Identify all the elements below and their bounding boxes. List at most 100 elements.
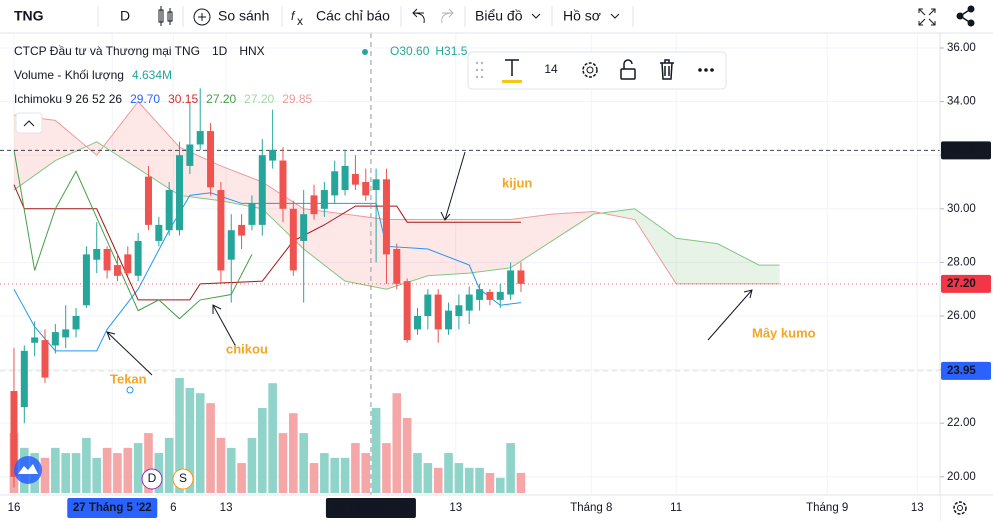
volume-bar <box>433 467 443 493</box>
fx-icon: x <box>297 14 303 28</box>
cloud-fill <box>717 243 759 284</box>
volume-bar <box>495 477 505 493</box>
candle-body <box>82 254 90 306</box>
volume-bar <box>506 443 515 493</box>
volume-bar <box>340 457 350 493</box>
volume-bar <box>257 407 267 493</box>
share-button[interactable] <box>956 5 975 27</box>
cloud-fill <box>303 208 346 282</box>
candle-body <box>310 195 318 215</box>
candle-body <box>207 131 215 188</box>
fx-icon: f <box>291 9 296 23</box>
market-status <box>362 49 368 55</box>
y-tick-label: 22.00 <box>947 417 976 429</box>
candle-body <box>134 240 142 276</box>
drawing-toolbar: 14 <box>467 51 727 90</box>
price-label-box <box>941 141 991 160</box>
volume-bar <box>71 453 81 493</box>
x-tick-label: Tháng 8 <box>570 502 612 514</box>
chart-menu[interactable]: Biểu đồ <box>475 8 541 24</box>
volume-bar <box>61 453 71 493</box>
profile-menu[interactable]: Hồ sơ <box>563 8 620 24</box>
text-color-swatch <box>502 80 522 83</box>
volume-bar <box>206 403 215 493</box>
cloud-fill <box>551 211 594 241</box>
cloud-fill <box>634 208 677 284</box>
interval-button[interactable]: D <box>120 8 130 24</box>
candle-body <box>476 289 484 300</box>
cloud-fill <box>96 101 139 169</box>
volume-bar <box>237 463 246 493</box>
candle-body <box>362 181 370 196</box>
volume-bar <box>113 453 122 493</box>
chart-menu-label: Biểu đồ <box>475 8 523 24</box>
text-color-button[interactable] <box>505 59 519 76</box>
volume-bar <box>382 443 391 493</box>
font-size-button[interactable]: 14 <box>544 62 558 76</box>
ichimoku-value: 29.85 <box>282 92 312 106</box>
candle-body <box>144 176 152 225</box>
fullscreen-button[interactable] <box>918 8 936 26</box>
drag-handle[interactable] <box>475 61 484 79</box>
symbol-name: CTCP Đầu tư và Thương mại TNG <box>14 44 200 58</box>
span-b <box>13 100 780 285</box>
price-label-box <box>941 274 991 293</box>
cloud-fill <box>427 219 470 276</box>
indicators-button[interactable]: f x Các chỉ báo <box>291 8 390 28</box>
volume-bar <box>289 413 298 493</box>
annotation: Tekan <box>110 371 147 386</box>
y-tick-label: 34.00 <box>947 96 976 108</box>
cloud-fill <box>469 219 511 274</box>
candle-body <box>41 340 49 378</box>
candle-body <box>20 350 28 408</box>
legend-interval: 1D <box>212 44 228 58</box>
settings-button[interactable] <box>582 62 598 78</box>
candle-body <box>124 254 132 274</box>
candle-body <box>455 305 463 316</box>
cloud-fill <box>758 265 780 284</box>
tenkan-line <box>13 192 522 352</box>
chikou-line <box>13 149 253 320</box>
candle-body <box>72 315 80 330</box>
y-tick-label: 36.00 <box>947 42 976 54</box>
volume-bar <box>330 457 340 493</box>
volume-bar <box>371 407 381 493</box>
compare-button[interactable]: So sánh <box>193 8 269 26</box>
candle-type-button[interactable] <box>158 6 173 26</box>
delete-button[interactable] <box>660 59 674 80</box>
cloud-fill <box>593 208 635 220</box>
candle-body <box>227 230 235 260</box>
settings-gear[interactable] <box>953 501 967 515</box>
lock-button[interactable] <box>620 59 636 80</box>
collapse-icon <box>23 120 35 127</box>
volume-bar <box>464 467 474 493</box>
candle-body <box>486 291 494 300</box>
candle-body <box>62 329 70 338</box>
candle-body <box>300 214 308 241</box>
event-marker[interactable] <box>141 468 163 490</box>
symbol[interactable]: TNG <box>14 8 44 24</box>
candle-body <box>196 131 204 145</box>
candle-body <box>382 179 390 255</box>
y-tick-label: 30.00 <box>947 203 976 215</box>
volume-bar <box>320 453 329 493</box>
candle-body <box>403 281 411 341</box>
candle-body <box>10 391 18 477</box>
redo-button[interactable] <box>441 8 454 24</box>
x-tick-label: 16 <box>8 502 21 514</box>
x-tick-label: 13 <box>449 502 462 514</box>
candle-body <box>155 224 163 241</box>
volume-bar <box>195 393 205 493</box>
drawing-anchor[interactable] <box>126 386 134 394</box>
annotation-arrows <box>106 151 753 376</box>
collapse-legend[interactable] <box>15 112 43 134</box>
x-tick-label: Tháng 9 <box>806 502 848 514</box>
ichimoku-legend: Ichimoku 9 26 52 26 29.70 30.15 27.20 27.20 2… <box>14 92 313 106</box>
volume-bar <box>299 433 308 493</box>
y-tick-label: 26.00 <box>947 310 976 322</box>
event-marker[interactable] <box>172 468 194 490</box>
volume-bar <box>226 447 236 493</box>
annotation: chikou <box>226 341 268 356</box>
undo-button[interactable] <box>412 8 425 24</box>
more-button[interactable] <box>698 68 714 72</box>
